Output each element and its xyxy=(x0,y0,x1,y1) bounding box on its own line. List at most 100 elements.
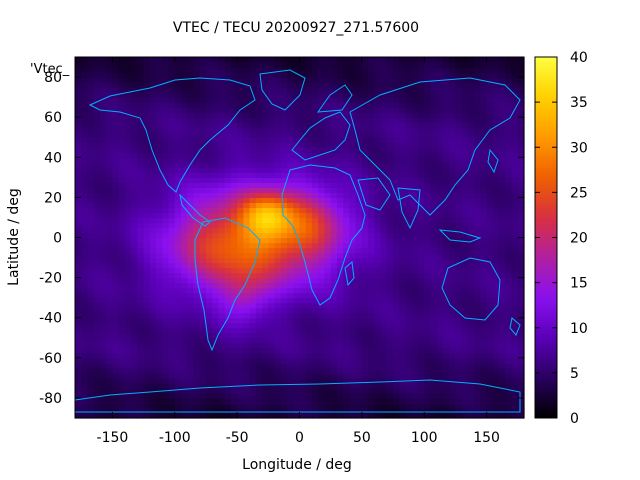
heatmap-cell xyxy=(505,307,513,314)
heatmap-cell xyxy=(193,262,201,269)
heatmap-cell xyxy=(118,142,126,148)
heatmap-cell xyxy=(212,162,220,168)
heatmap-cell xyxy=(442,182,450,188)
heatmap-cell xyxy=(131,377,138,384)
heatmap-cell xyxy=(467,282,475,289)
heatmap-cell xyxy=(455,122,463,128)
heatmap-cell xyxy=(106,82,114,88)
heatmap-cell xyxy=(224,152,232,158)
heatmap-cell xyxy=(168,402,176,409)
heatmap-cell xyxy=(149,97,157,103)
heatmap-cell xyxy=(324,182,332,188)
heatmap-cell xyxy=(455,347,463,354)
heatmap-cell xyxy=(81,347,89,354)
heatmap-cell xyxy=(386,277,394,284)
heatmap-cell xyxy=(205,167,213,173)
heatmap-cell xyxy=(230,182,238,188)
heatmap-cell xyxy=(224,202,232,209)
heatmap-cell xyxy=(368,242,375,249)
heatmap-cell xyxy=(324,397,332,404)
heatmap-cell xyxy=(486,272,494,279)
heatmap-cell xyxy=(399,357,407,364)
heatmap-cell xyxy=(461,362,469,369)
heatmap-cell xyxy=(274,352,282,359)
heatmap-cell xyxy=(249,407,257,414)
heatmap-cell xyxy=(511,347,519,354)
heatmap-cell xyxy=(143,82,151,88)
heatmap-cell xyxy=(174,332,182,339)
heatmap-cell xyxy=(143,187,151,193)
heatmap-cell xyxy=(293,382,301,389)
heatmap-cell xyxy=(355,412,363,419)
heatmap-cell xyxy=(293,267,301,274)
heatmap-cell xyxy=(399,282,407,289)
heatmap-cell xyxy=(442,412,450,419)
heatmap-cell xyxy=(336,232,344,239)
heatmap-cell xyxy=(187,267,195,274)
heatmap-cell xyxy=(162,412,170,419)
heatmap-cell xyxy=(287,162,294,168)
heatmap-cell xyxy=(243,197,251,203)
heatmap-cell xyxy=(330,117,338,123)
heatmap-cell xyxy=(349,272,357,279)
heatmap-cell xyxy=(168,187,176,193)
heatmap-cell xyxy=(237,237,244,244)
heatmap-cell xyxy=(499,187,506,193)
heatmap-cell xyxy=(243,162,251,168)
heatmap-cell xyxy=(442,122,450,128)
heatmap-cell xyxy=(287,152,294,158)
heatmap-cell xyxy=(430,392,438,399)
heatmap-cell xyxy=(205,347,213,354)
heatmap-cell xyxy=(280,142,288,148)
heatmap-cell xyxy=(106,72,114,78)
heatmap-cell xyxy=(187,262,195,269)
heatmap-cell xyxy=(168,332,176,339)
heatmap-cell xyxy=(149,222,157,229)
heatmap-cell xyxy=(336,92,344,98)
heatmap-cell xyxy=(212,407,220,414)
heatmap-cell xyxy=(455,387,463,394)
heatmap-cell xyxy=(417,152,425,158)
heatmap-cell xyxy=(224,362,232,369)
heatmap-cell xyxy=(75,382,82,389)
heatmap-cell xyxy=(299,377,307,384)
heatmap-cell xyxy=(399,397,407,404)
heatmap-cell xyxy=(480,97,488,103)
heatmap-cell xyxy=(386,367,394,374)
heatmap-cell xyxy=(474,172,481,178)
heatmap-cell xyxy=(262,257,269,264)
heatmap-cell xyxy=(81,382,89,389)
heatmap-cell xyxy=(393,407,400,414)
heatmap-cell xyxy=(343,337,350,344)
heatmap-cell xyxy=(131,332,138,339)
heatmap-cell xyxy=(137,332,145,339)
heatmap-cell xyxy=(274,127,282,133)
heatmap-cell xyxy=(181,412,188,419)
heatmap-cell xyxy=(181,237,188,244)
heatmap-cell xyxy=(255,122,263,128)
heatmap-cell xyxy=(311,387,319,394)
heatmap-cell xyxy=(268,377,276,384)
heatmap-cell xyxy=(187,287,195,294)
heatmap-cell xyxy=(380,197,388,203)
heatmap-cell xyxy=(99,247,107,254)
heatmap-cell xyxy=(193,102,201,108)
heatmap-cell xyxy=(311,212,319,219)
heatmap-cell xyxy=(131,127,138,133)
heatmap-cell xyxy=(143,67,151,73)
heatmap-cell xyxy=(299,357,307,364)
heatmap-cell xyxy=(492,177,500,183)
heatmap-cell xyxy=(262,367,269,374)
heatmap-cell xyxy=(243,137,251,143)
heatmap-cell xyxy=(417,412,425,419)
heatmap-cell xyxy=(386,207,394,214)
heatmap-cell xyxy=(411,192,419,198)
heatmap-cell xyxy=(343,352,350,359)
heatmap-cell xyxy=(380,157,388,163)
heatmap-cell xyxy=(324,382,332,389)
heatmap-cell xyxy=(174,242,182,249)
heatmap-cell xyxy=(118,292,126,299)
heatmap-cell xyxy=(380,122,388,128)
heatmap-cell xyxy=(212,362,220,369)
heatmap-cell xyxy=(505,217,513,224)
